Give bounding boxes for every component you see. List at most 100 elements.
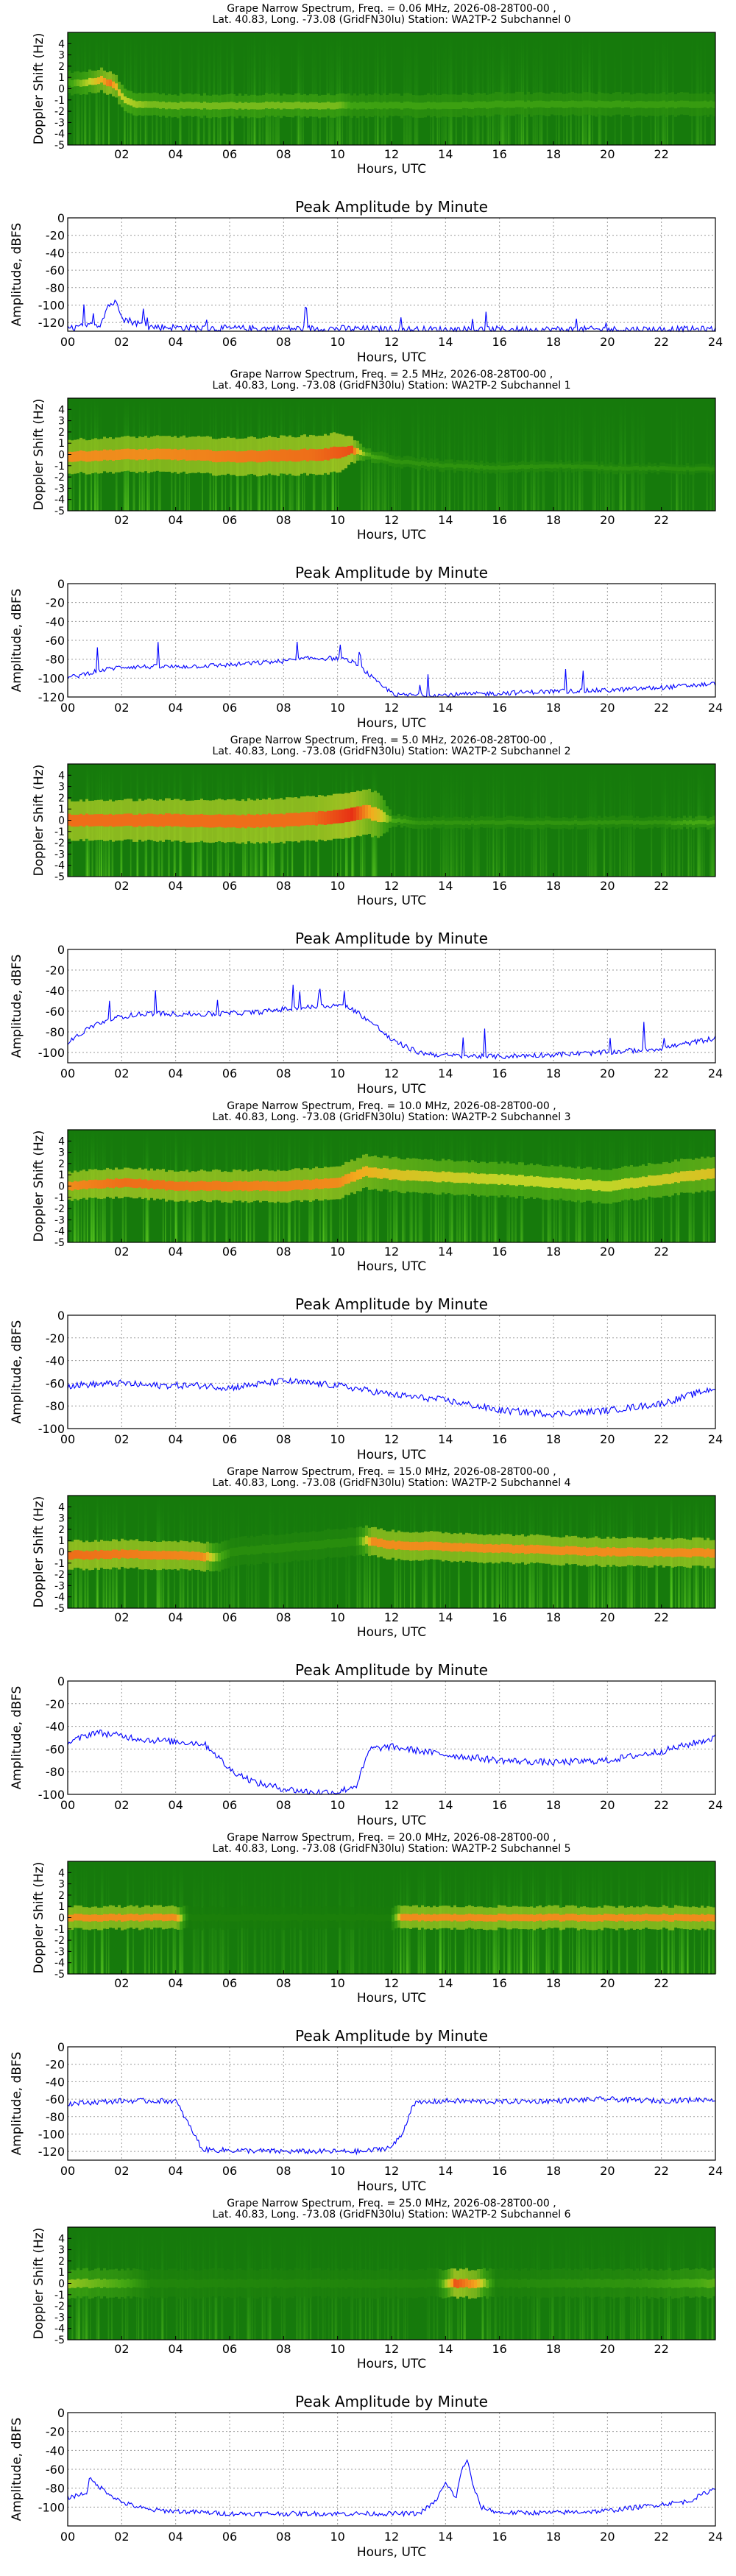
spectrogram-streak	[498, 398, 500, 511]
spectrogram-streak	[466, 32, 467, 145]
spectrogram-core	[150, 2278, 153, 2287]
spectrogram-core	[707, 821, 710, 826]
spectrogram-streak	[581, 32, 584, 145]
spectrogram-core	[312, 448, 315, 461]
spectrogram-core	[365, 1914, 368, 1922]
spectrogram-core	[492, 1173, 495, 1184]
spectrogram-core	[174, 1914, 177, 1922]
spectrogram-core	[180, 1550, 183, 1560]
spectrogram-core	[424, 821, 427, 826]
spectrogram-core	[262, 1914, 265, 1921]
spectrogram-core	[312, 811, 315, 825]
spectrogram-core	[91, 2279, 94, 2288]
spectrogram-core	[598, 466, 601, 470]
spectrogram-core	[135, 1179, 138, 1189]
y-axis-label: Amplitude, dBFS	[10, 1686, 24, 1790]
spectrogram-core	[100, 1914, 103, 1922]
spectrogram-streak	[339, 32, 341, 145]
spectrogram-core	[386, 1540, 389, 1549]
spectrogram-streak	[393, 398, 396, 511]
spectrogram-streak	[680, 398, 682, 511]
spectrogram-core	[297, 2279, 300, 2287]
spectrogram-core	[356, 102, 359, 110]
spectrogram-core	[368, 2279, 371, 2288]
spectrogram-streak	[374, 32, 377, 145]
spectrogram-core	[539, 821, 542, 825]
spectrogram-core	[409, 102, 412, 109]
spectrogram-core	[433, 1914, 436, 1921]
spectrogram-core	[474, 101, 477, 108]
spectrogram-core	[183, 448, 185, 460]
spectrogram-core	[194, 449, 197, 461]
spectrogram-core	[436, 1914, 439, 1922]
spectrogram-core	[551, 464, 553, 469]
spectrogram-core	[303, 102, 306, 109]
spectrogram-streak	[133, 32, 136, 145]
spectrogram-core	[530, 464, 533, 469]
spectrogram-core	[77, 1181, 79, 1190]
spectrogram-core	[553, 464, 556, 468]
spectrogram-streak	[509, 32, 511, 145]
spectrogram-core	[698, 1914, 701, 1922]
spectrogram-core	[583, 464, 586, 469]
spectrogram-core	[662, 100, 665, 107]
spectrogram-core	[274, 1914, 277, 1922]
spectrogram-core	[141, 1179, 144, 1189]
spectrogram-streak	[624, 398, 626, 511]
spectrogram-core	[639, 101, 642, 108]
spectrogram-core	[230, 814, 233, 828]
spectrogram-core	[318, 1540, 321, 1549]
spectrogram-core	[394, 818, 397, 824]
spectrogram-core	[450, 1172, 453, 1183]
spectrogram-core	[165, 2279, 168, 2288]
y-tick-label: 2	[58, 1158, 65, 1170]
spectrogram-core	[212, 1181, 215, 1191]
y-axis-label: Doppler Shift (Hz)	[32, 399, 46, 511]
spectrogram-core	[489, 1543, 492, 1553]
y-tick-label: 1	[58, 804, 65, 815]
spectrogram-core	[527, 464, 530, 470]
spectrogram-core	[203, 1553, 206, 1562]
spectrogram-core	[241, 1914, 244, 1921]
spectrogram-streak	[672, 32, 674, 145]
spectrogram-streak	[532, 398, 534, 511]
x-tick-label: 22	[654, 1066, 668, 1080]
x-tick-label: 06	[222, 701, 237, 715]
spectrogram-core	[680, 100, 683, 107]
spectrogram-core	[283, 814, 286, 828]
y-tick-label: 3	[58, 1879, 65, 1891]
spectrogram-core	[371, 1167, 374, 1178]
spectrogram-core	[489, 466, 492, 470]
spectrogram-core	[392, 459, 394, 464]
spectrogram-core	[710, 467, 712, 472]
spectrogram-core	[624, 1178, 627, 1189]
spectrogram-streak	[436, 32, 438, 145]
spectrogram-streak	[477, 398, 480, 511]
spectrogram-streak	[566, 32, 567, 145]
spectrogram-core	[536, 1544, 539, 1554]
spectrogram-core	[71, 451, 74, 462]
spectrogram-core	[389, 2279, 392, 2288]
spectrogram-streak	[135, 32, 138, 145]
spectrogram-core	[277, 1181, 280, 1191]
chart-title: Peak Amplitude by Minute	[295, 1295, 488, 1313]
spectrogram-core	[262, 102, 265, 110]
y-tick-label: -80	[46, 1399, 65, 1413]
x-axis-label: Hours, UTC	[357, 1259, 426, 1274]
x-tick-label: 12	[384, 1245, 399, 1259]
spectrogram-core	[321, 2279, 324, 2288]
spectrogram-core	[562, 820, 565, 825]
spectrogram-core	[377, 808, 380, 823]
spectrogram-core	[642, 466, 645, 470]
spectrogram-streak	[145, 32, 146, 145]
spectrogram-core	[445, 102, 447, 109]
spectrogram-core	[612, 467, 615, 471]
spectrogram-streak	[428, 398, 431, 511]
plot-frame	[67, 2046, 716, 2161]
spectrogram-core	[68, 451, 71, 462]
x-tick-label: 08	[276, 2164, 291, 2178]
y-tick-label: 4	[58, 770, 65, 782]
spectrogram-core	[562, 1178, 565, 1189]
spectrogram-core	[344, 1914, 347, 1921]
spectrogram-streak	[266, 32, 269, 145]
